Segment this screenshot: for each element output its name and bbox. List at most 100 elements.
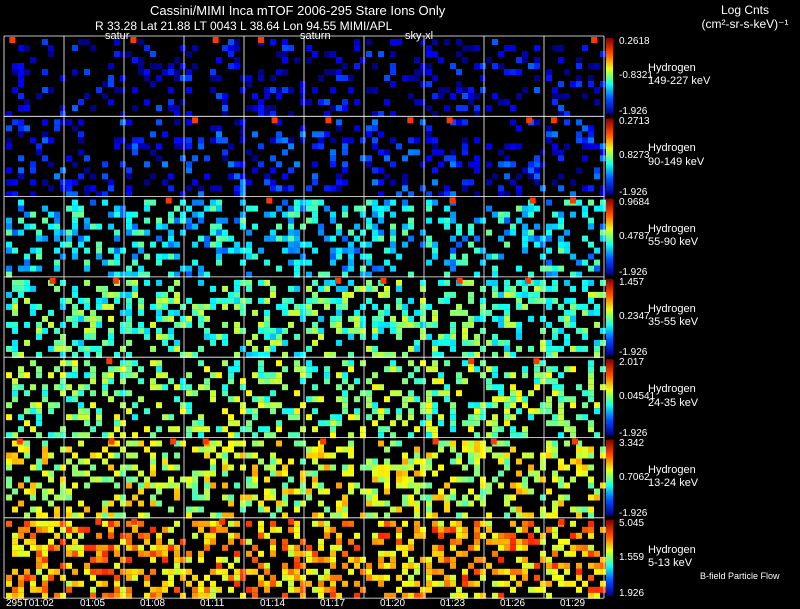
heatmap-cell	[552, 327, 558, 334]
heatmap-cell	[540, 538, 546, 545]
heatmap-cell	[126, 271, 132, 278]
heatmap-cell	[174, 452, 180, 459]
heatmap-cell	[240, 464, 246, 471]
heatmap-cell	[312, 179, 318, 186]
heatmap-cell	[114, 229, 120, 236]
heatmap-cell	[276, 327, 282, 334]
heatmap-cell	[576, 440, 582, 447]
heatmap-cell	[576, 119, 582, 126]
heatmap-cell	[258, 99, 264, 105]
heatmap-cell	[570, 271, 576, 278]
heatmap-cell	[540, 378, 546, 385]
heatmap-cell	[468, 179, 474, 186]
heatmap-cell	[510, 229, 516, 236]
heatmap-cell	[18, 75, 24, 81]
heatmap-cell	[522, 87, 528, 93]
heatmap-cell	[246, 229, 252, 236]
heatmap-cell	[480, 402, 486, 409]
heatmap-cell	[36, 482, 42, 489]
heatmap-cell	[300, 550, 306, 557]
heatmap-cell	[294, 556, 300, 563]
heatmap-cell	[396, 285, 402, 292]
heatmap-cell	[126, 303, 132, 310]
heatmap-cell	[78, 39, 84, 45]
heatmap-cell	[54, 532, 60, 539]
heatmap-cell	[60, 105, 66, 111]
heatmap-cell	[318, 315, 324, 322]
heatmap-cell	[486, 143, 492, 150]
heatmap-cell	[552, 131, 558, 138]
heatmap-cell	[348, 568, 354, 575]
heatmap-cell	[450, 592, 456, 599]
heatmap-cell	[282, 137, 288, 144]
heatmap-cell	[234, 185, 240, 192]
heatmap-cell	[90, 321, 96, 328]
heatmap-cell	[492, 580, 498, 587]
heatmap-cell	[576, 57, 582, 63]
heatmap-cell	[126, 574, 132, 581]
heatmap-cell	[558, 241, 564, 248]
heatmap-cell	[456, 390, 462, 397]
heatmap-cell	[198, 185, 204, 192]
heatmap-cell	[342, 143, 348, 150]
heatmap-cell	[552, 532, 558, 539]
heatmap-cell	[558, 173, 564, 180]
heatmap-cell	[546, 396, 552, 403]
heatmap-cell	[570, 402, 576, 409]
heatmap-cell	[444, 396, 450, 403]
heatmap-cell	[576, 384, 582, 391]
heatmap-cell	[96, 321, 102, 328]
heatmap-cell	[426, 506, 432, 513]
heatmap-cell	[120, 137, 126, 144]
heatmap-cell	[324, 586, 330, 593]
heatmap-cell	[516, 470, 522, 477]
heatmap-cell	[264, 279, 270, 286]
species-label: Hydrogen	[648, 543, 696, 556]
heatmap-panel	[126, 279, 186, 358]
heatmap-cell	[558, 458, 564, 465]
heatmap-cell	[540, 580, 546, 587]
heatmap-cell	[558, 81, 564, 87]
heatmap-cell	[312, 211, 318, 218]
heatmap-cell	[402, 544, 408, 551]
heatmap-cell	[552, 544, 558, 551]
heatmap-cell	[336, 372, 342, 379]
heatmap-cell	[300, 351, 306, 358]
heatmap-cell	[474, 580, 480, 587]
heatmap-cell	[444, 205, 450, 212]
heatmap-cell	[420, 229, 426, 236]
heatmap-cell	[72, 482, 78, 489]
heatmap-cell	[396, 476, 402, 483]
heatmap-cell	[336, 75, 342, 81]
heatmap-cell	[324, 520, 330, 527]
heatmap-cell	[156, 426, 162, 433]
heatmap-cell	[90, 45, 96, 51]
heatmap-cell	[348, 351, 354, 358]
heatmap-cell	[162, 372, 168, 379]
heatmap-panel	[6, 520, 66, 599]
heatmap-cell	[72, 105, 78, 111]
heatmap-cell	[492, 414, 498, 421]
heatmap-cell	[378, 538, 384, 545]
heatmap-cell	[462, 526, 468, 533]
heatmap-cell	[306, 568, 312, 575]
heatmap-cell	[450, 526, 456, 533]
heatmap-cell	[438, 390, 444, 397]
heatmap-cell	[162, 464, 168, 471]
heatmap-cell	[18, 69, 24, 75]
heatmap-cell	[450, 408, 456, 415]
heatmap-cell	[120, 432, 126, 439]
heatmap-cell	[594, 586, 600, 593]
heatmap-cell	[480, 303, 486, 310]
heatmap-cell	[325, 117, 332, 124]
heatmap-cell	[186, 271, 192, 278]
heatmap-cell	[186, 167, 192, 174]
heatmap-cell	[516, 345, 522, 352]
heatmap-cell	[378, 351, 384, 358]
heatmap-cell	[522, 526, 528, 533]
heatmap-cell	[276, 265, 282, 272]
heatmap-cell	[132, 526, 138, 533]
heatmap-cell	[534, 526, 540, 533]
heatmap-cell	[78, 470, 84, 477]
